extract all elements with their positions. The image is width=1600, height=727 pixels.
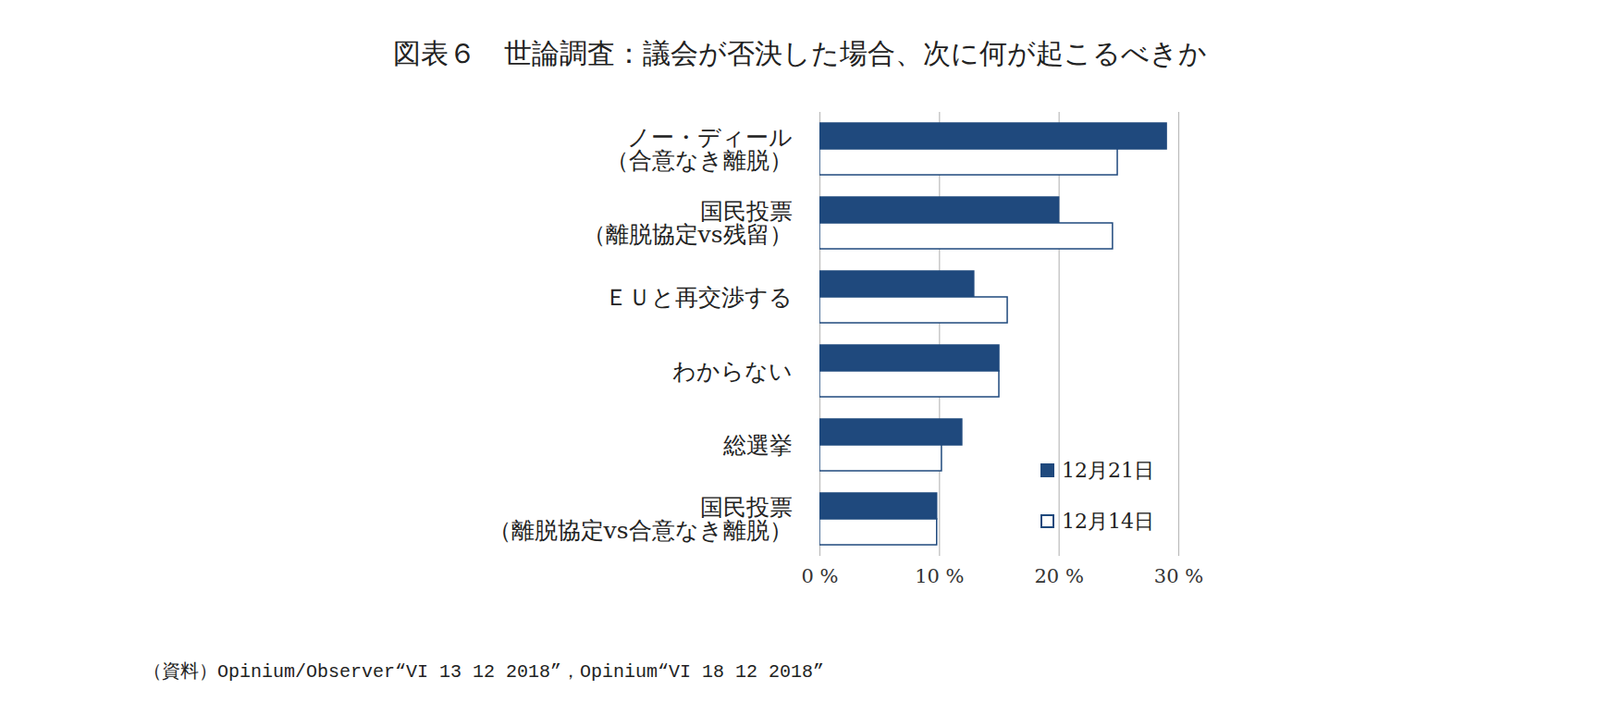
svg-text:30 %: 30 %: [1154, 565, 1204, 588]
svg-text:わからない: わからない: [672, 357, 793, 385]
svg-text:10 %: 10 %: [914, 565, 964, 588]
svg-text:ＥＵと再交渉する: ＥＵと再交渉する: [604, 283, 793, 311]
svg-text:総選挙: 総選挙: [722, 431, 793, 459]
html-text:（資料）Opinium/Observer“VI 13 12: （資料）Opinium/Observer“VI 13 12 2018”，Opin…: [143, 661, 825, 683]
html-text:12月14日: 12月14日: [1061, 509, 1155, 533]
svg-text:ノー・ディール（合意なき離脱）: ノー・ディール（合意なき離脱）: [605, 123, 793, 174]
svg-text:20 %: 20 %: [1033, 565, 1084, 588]
svg-text:国民投票（離脱協定vs合意なき離脱）: 国民投票（離脱協定vs合意なき離脱）: [488, 493, 793, 544]
svg-text:0 %: 0 %: [801, 565, 839, 588]
html-text:12月21日: 12月21日: [1061, 458, 1155, 482]
html-text:図表６ 世論調査：議会が否決した場合、次に何が起こるべきか: 図表６ 世論調査：議会が否決した場合、次に何が起こるべきか: [393, 36, 1207, 70]
svg-text:国民投票（離脱協定vs残留）: 国民投票（離脱協定vs残留）: [582, 197, 793, 248]
